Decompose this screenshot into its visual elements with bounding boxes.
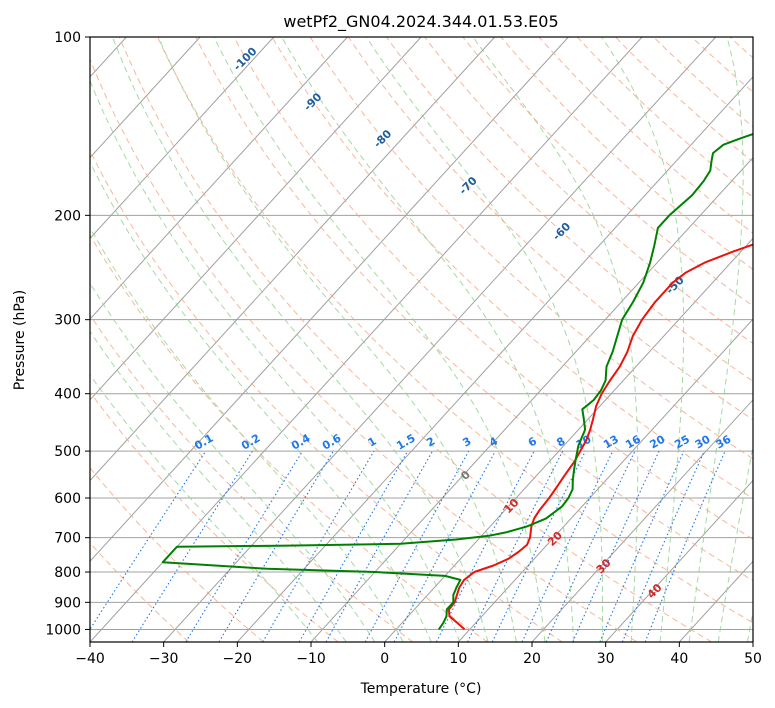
x-tick-label: 10 <box>449 651 467 667</box>
isotherm-line <box>236 76 753 642</box>
moist-adiabat-line <box>111 37 489 642</box>
moist-adiabat-line <box>90 330 347 642</box>
isotherm-line <box>384 237 753 642</box>
x-tick-label: 0 <box>380 651 389 667</box>
x-tick-label: −10 <box>296 651 326 667</box>
dry-adiabat-line <box>90 542 190 642</box>
mixing-ratio-line <box>185 450 304 642</box>
y-tick-label: 400 <box>54 387 81 403</box>
mixing-ratio-line <box>644 450 726 642</box>
y-tick-label: 100 <box>54 30 81 46</box>
mixing-ratio-line <box>90 450 207 631</box>
dry-adiabat-line <box>309 37 753 460</box>
mixing-ratio-line <box>325 450 433 642</box>
moist-adiabat-line <box>157 37 517 642</box>
isotherm-line <box>90 37 422 401</box>
moist-adiabat-line <box>213 37 546 642</box>
dry-adiabat-line <box>195 37 753 582</box>
x-tick-label: 20 <box>523 651 541 667</box>
background-lines <box>90 37 753 642</box>
isotherm-line <box>90 37 496 482</box>
y-axis-title: Pressure (hPa) <box>12 290 28 390</box>
moist-adiabat-line <box>90 79 461 642</box>
y-tick-label: 600 <box>54 491 81 507</box>
dry-adiabat-line <box>118 37 712 642</box>
mixing-ratio-line <box>621 450 705 642</box>
moist-adiabat-line <box>717 444 753 642</box>
dry-adiabat-line <box>157 37 753 624</box>
y-axis: 1000 900 800 700 600 500 400 300 200 100 <box>45 30 90 638</box>
y-tick-label: 700 <box>54 531 81 547</box>
dry-adiabat-line <box>233 37 753 540</box>
dry-adiabat-line <box>271 37 753 500</box>
moist-adiabat-line <box>472 37 639 642</box>
isotherm-line <box>163 37 717 642</box>
isotherm-line <box>90 37 348 320</box>
x-axis: −40 −30 −20 −10 0 10 20 30 40 50 <box>75 642 762 667</box>
isotherm-line <box>90 37 201 159</box>
dry-adiabat-line <box>386 37 753 382</box>
dry-adiabat-line <box>90 58 638 642</box>
y-tick-label: 1000 <box>45 622 81 638</box>
moist-adiabat-line <box>601 37 685 642</box>
moist-adiabat-line <box>90 282 376 642</box>
y-tick-label: 800 <box>54 565 81 581</box>
isotherm-line <box>90 37 569 563</box>
moist-adiabat-line <box>90 226 404 642</box>
isotherm-line <box>90 37 643 642</box>
moist-adiabat-line <box>90 161 432 642</box>
dry-adiabat-line <box>347 37 753 421</box>
x-tick-label: −40 <box>75 651 105 667</box>
moist-adiabat-line <box>90 374 319 642</box>
y-tick-label: 200 <box>54 208 81 224</box>
dry-adiabat-line <box>90 467 264 642</box>
x-tick-label: 30 <box>597 651 615 667</box>
x-tick-label: −20 <box>223 651 253 667</box>
mixing-ratio-line <box>393 450 496 642</box>
y-tick-label: 500 <box>54 444 81 460</box>
temperature-profile <box>448 243 753 631</box>
moist-adiabat-line <box>281 37 575 642</box>
profile-lines <box>161 133 753 631</box>
isotherm-line <box>457 318 753 642</box>
mixing-ratio-line <box>364 450 470 642</box>
moist-adiabat-line <box>365 37 603 642</box>
y-tick-label: 300 <box>54 313 81 329</box>
dewpoint-profile <box>161 133 753 630</box>
mixing-ratio-line <box>599 450 685 642</box>
dry-adiabat-line <box>90 149 563 642</box>
dry-adiabat-line <box>90 234 488 642</box>
chart-title: wetPf2_GN04.2024.344.01.53.E05 <box>283 12 558 32</box>
isotherm-line <box>605 479 753 642</box>
mixing-ratio-line <box>467 450 564 642</box>
x-axis-title: Temperature (°C) <box>360 681 482 697</box>
y-tick-label: 900 <box>54 595 81 611</box>
mixing-ratio-line <box>572 450 660 642</box>
plot-frame <box>89 36 754 643</box>
isotherm-line <box>531 399 753 642</box>
x-tick-label: −30 <box>149 651 179 667</box>
x-tick-label: 50 <box>744 651 762 667</box>
isotherm-line <box>90 37 275 240</box>
x-tick-label: 40 <box>670 651 688 667</box>
moist-adiabat-line <box>688 37 744 642</box>
